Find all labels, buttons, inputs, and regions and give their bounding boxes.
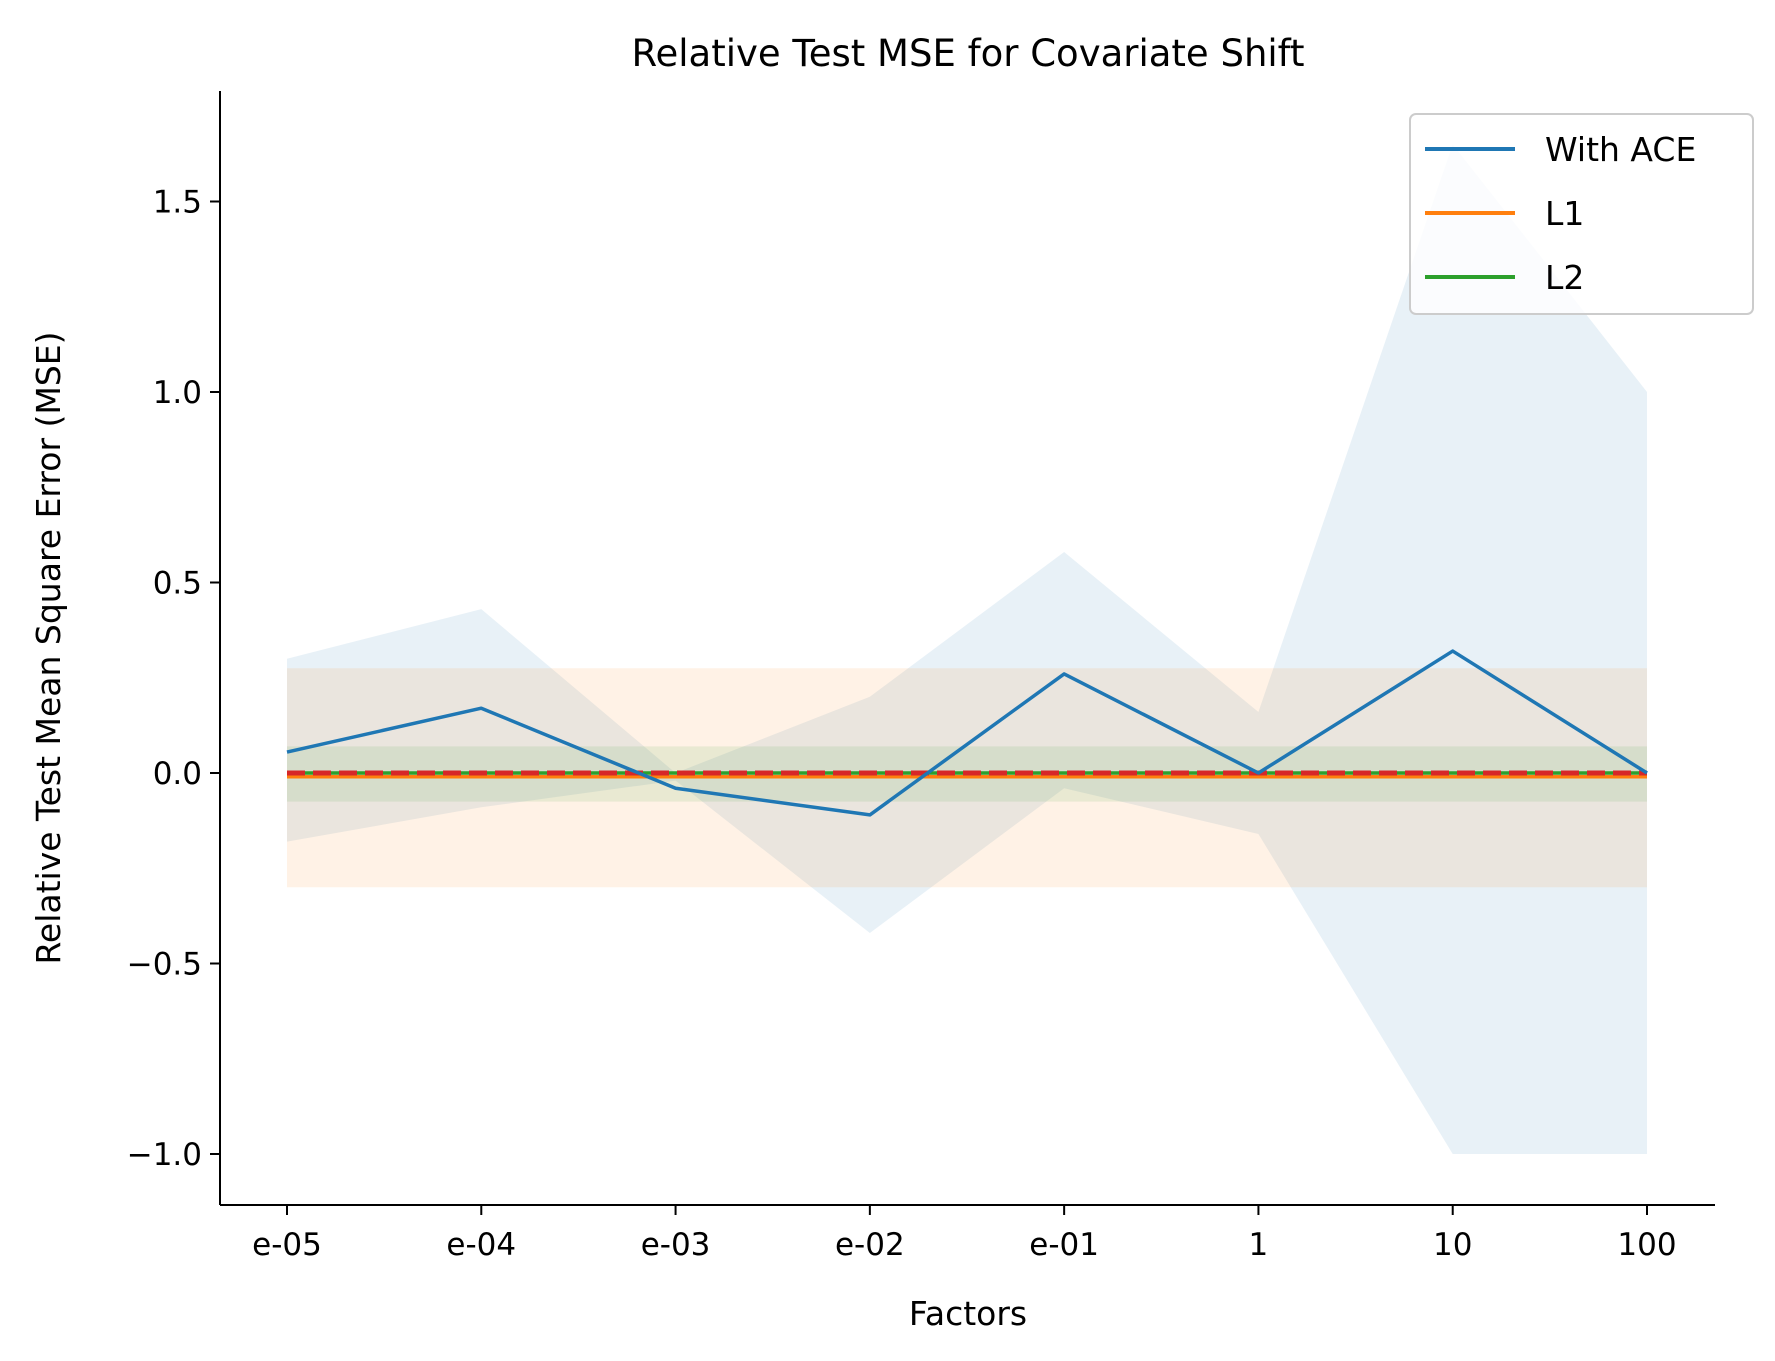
y-tick-label: −0.5 [127,947,202,983]
x-tick-label: e-02 [835,1227,905,1263]
legend-label: L2 [1545,258,1584,297]
x-tick-label: e-04 [446,1227,516,1263]
x-ticks: e-05 e-04 e-03 e-02 e-01 1 10 100 [252,1205,1677,1263]
chart-title: Relative Test MSE for Covariate Shift [631,32,1304,75]
y-tick-label: 1.0 [153,375,202,411]
series-lines [286,649,1648,817]
y-axis-label: Relative Test Mean Square Error (MSE) [29,331,68,964]
x-tick-label: e-03 [641,1227,711,1263]
y-tick-label: −1.0 [127,1137,202,1173]
legend-label: With ACE [1545,130,1696,169]
line-series-1 [286,649,1648,817]
y-tick-label: 0.5 [153,566,202,602]
legend: With ACE L1 L2 [1409,113,1754,315]
x-axis-label: Factors [909,1294,1027,1333]
x-tick-label: 100 [1617,1227,1676,1263]
x-tick-label: e-05 [252,1227,322,1263]
x-tick-label: 1 [1249,1227,1269,1263]
y-tick-label: 0.0 [153,756,202,792]
legend-label: L1 [1545,194,1584,233]
x-tick-label: e-01 [1029,1227,1099,1263]
legend-frame [1409,113,1754,315]
y-tick-label: 1.5 [153,185,202,221]
band-series-1 [287,144,1647,1155]
y-ticks: 1.5 1.0 0.5 0.0 −0.5 −1.0 [127,185,220,1173]
x-tick-label: 10 [1433,1227,1472,1263]
